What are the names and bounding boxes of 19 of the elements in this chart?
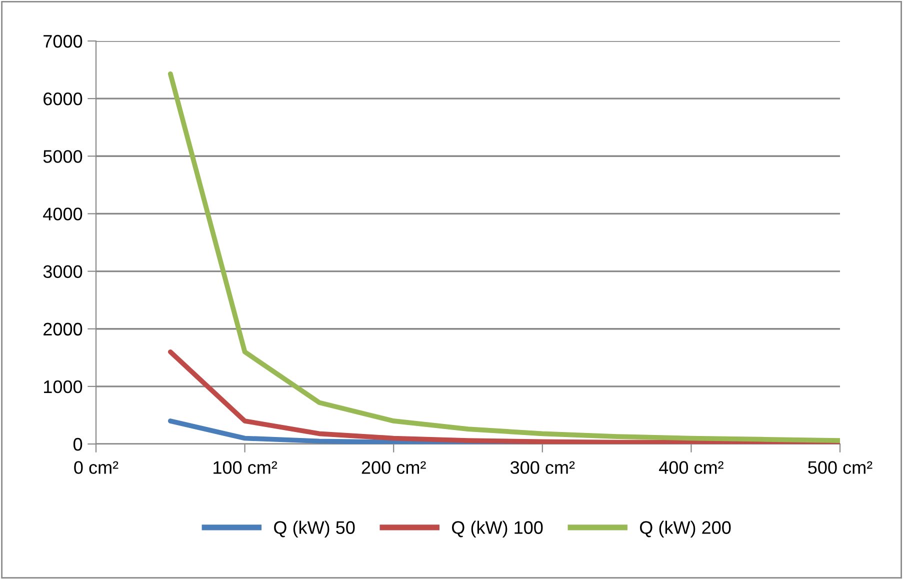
y-tick-label: 6000	[44, 92, 82, 106]
x-tick-label: 500 cm²	[808, 461, 872, 474]
y-tick-label: 2000	[44, 322, 82, 336]
y-tick-label: 5000	[43, 150, 82, 163]
x-tick-label: 100 cm²	[214, 461, 278, 474]
legend-label: Q (kW) 50	[274, 520, 355, 538]
x-tick-label: 0 cm²	[74, 461, 118, 474]
line-series	[168, 71, 840, 443]
x-tick-label: 300 cm²	[510, 461, 575, 474]
line-series	[168, 349, 840, 444]
x-tick-label: 200 cm²	[362, 461, 426, 474]
legend-label: Q (kW) 100	[452, 520, 543, 538]
legend-label: Q (kW) 200	[640, 520, 731, 538]
y-tick-label: 7000	[44, 34, 82, 48]
y-tick-label: 0	[73, 438, 82, 451]
x-tick-label: 400 cm²	[659, 461, 724, 474]
y-tick-label: 3000	[43, 265, 82, 278]
y-tick-label: 4000	[43, 208, 82, 220]
y-tick-label: 1000	[44, 380, 82, 394]
